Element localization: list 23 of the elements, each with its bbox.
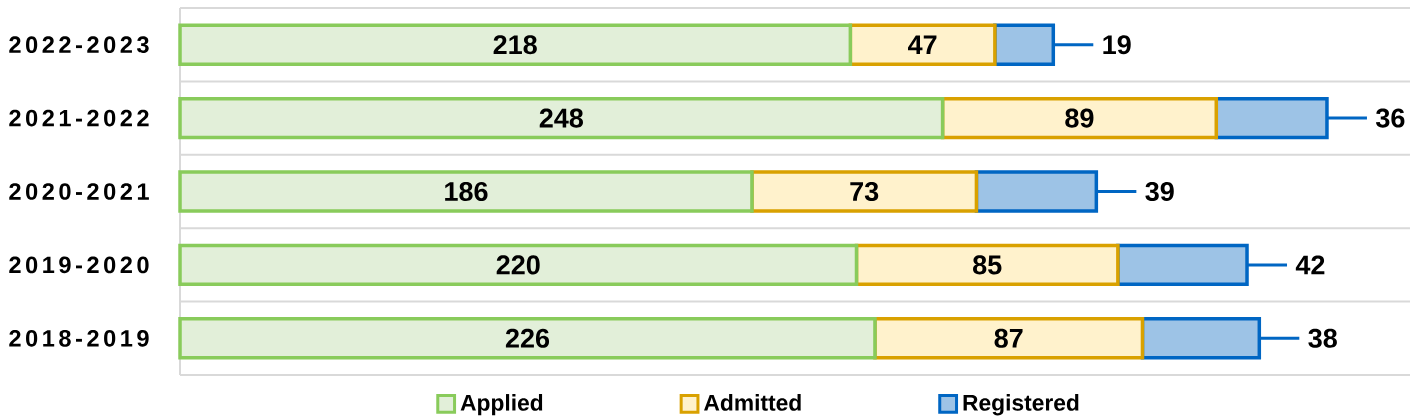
y-tick-label: 2018-2019: [9, 329, 149, 347]
legend-label: Registered: [963, 394, 1079, 416]
data-label: 226: [505, 328, 550, 348]
data-label: 73: [850, 181, 879, 202]
data-label: 248: [539, 108, 583, 128]
y-tick-label: 2021-2022: [9, 109, 149, 127]
data-label: 87: [994, 328, 1023, 348]
data-label: 42: [1295, 255, 1325, 275]
y-tick-label: 2020-2021: [9, 183, 149, 200]
data-label: 85: [973, 255, 1002, 275]
legend-label: Admitted: [704, 394, 801, 411]
data-label: 39: [1145, 181, 1174, 202]
data-label: 89: [1065, 108, 1094, 128]
data-label: 19: [1103, 35, 1131, 55]
data-label: 218: [493, 35, 537, 55]
data-label: 220: [496, 255, 540, 275]
data-label: 47: [908, 35, 937, 54]
legend-label: Applied: [460, 394, 543, 416]
y-tick-label: 2022-2023: [9, 36, 149, 54]
data-label: 38: [1308, 328, 1337, 348]
data-label: 36: [1375, 108, 1405, 128]
y-tick-label: 2019-2020: [9, 256, 149, 274]
data-label: 186: [445, 181, 488, 202]
